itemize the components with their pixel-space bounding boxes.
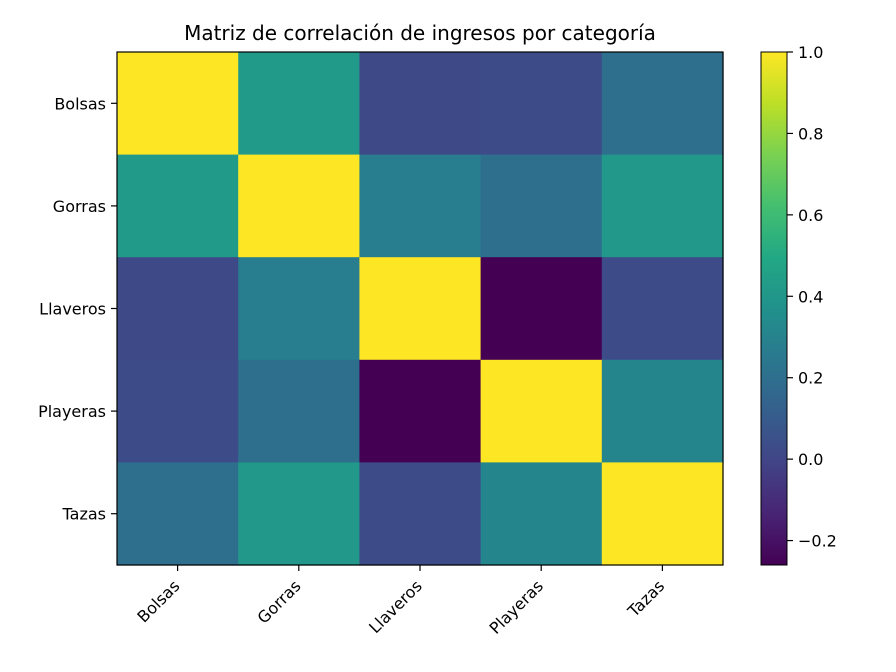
heatmap-cell-tazas-gorras bbox=[238, 462, 360, 566]
heatmap-cells bbox=[117, 52, 724, 566]
colorbar-tick-label: 0.4 bbox=[798, 287, 823, 306]
heatmap-cell-llaveros-gorras bbox=[238, 257, 360, 361]
x-tick-label: Tazas bbox=[623, 576, 668, 621]
colorbar-tick-label: 1.0 bbox=[798, 43, 823, 62]
y-tick-label: Gorras bbox=[53, 197, 106, 216]
y-tick-label: Bolsas bbox=[54, 94, 106, 113]
y-tick-label: Llaveros bbox=[39, 300, 106, 319]
heatmap-cell-llaveros-bolsas bbox=[117, 257, 239, 361]
heatmap-cell-llaveros-llaveros bbox=[359, 257, 482, 361]
y-axis: Bolsas Gorras Llaveros Playeras Tazas bbox=[38, 94, 117, 524]
y-tick-label: Playeras bbox=[38, 402, 106, 421]
heatmap-cell-gorras-tazas bbox=[601, 154, 724, 258]
x-tick-label: Llaveros bbox=[365, 576, 426, 637]
heatmap-cell-playeras-bolsas bbox=[117, 359, 239, 463]
x-axis: Bolsas Gorras Llaveros Playeras Tazas bbox=[133, 565, 668, 638]
plot-frame bbox=[116, 51, 724, 566]
heatmap-cell-playeras-tazas bbox=[601, 359, 724, 463]
colorbar-tick-label: 0.6 bbox=[798, 206, 823, 225]
heatmap-cell-tazas-llaveros bbox=[359, 462, 482, 566]
colorbar bbox=[761, 52, 787, 565]
colorbar-frame bbox=[760, 51, 788, 566]
heatmap-cell-gorras-gorras bbox=[238, 154, 360, 258]
colorbar-tick-label: 0.0 bbox=[798, 450, 823, 469]
heatmap-cell-bolsas-llaveros bbox=[359, 52, 482, 156]
heatmap-cell-bolsas-playeras bbox=[480, 52, 603, 156]
colorbar-axis: −0.2 0.0 0.2 0.4 0.6 0.8 1.0 bbox=[787, 43, 837, 551]
heatmap-cell-playeras-llaveros bbox=[359, 359, 482, 463]
heatmap-cell-playeras-gorras bbox=[238, 359, 360, 463]
heatmap-cell-gorras-bolsas bbox=[117, 154, 239, 258]
heatmap-cell-tazas-bolsas bbox=[117, 462, 239, 566]
heatmap-cell-tazas-playeras bbox=[480, 462, 603, 566]
heatmap-cell-playeras-playeras bbox=[480, 359, 603, 463]
heatmap-cell-bolsas-tazas bbox=[601, 52, 724, 156]
heatmap-cell-gorras-llaveros bbox=[359, 154, 482, 258]
heatmap-cell-tazas-tazas bbox=[601, 462, 724, 566]
heatmap-cell-llaveros-playeras bbox=[480, 257, 603, 361]
heatmap-cell-llaveros-tazas bbox=[601, 257, 724, 361]
chart-title: Matriz de correlación de ingresos por ca… bbox=[184, 21, 656, 45]
colorbar-tick-label: −0.2 bbox=[798, 532, 837, 551]
x-tick-label: Gorras bbox=[254, 576, 305, 627]
colorbar-tick-label: 0.2 bbox=[798, 369, 823, 388]
heatmap-cell-bolsas-bolsas bbox=[117, 52, 239, 156]
x-tick-label: Bolsas bbox=[133, 576, 183, 626]
heatmap-cell-gorras-playeras bbox=[480, 154, 603, 258]
x-tick-label: Playeras bbox=[486, 576, 547, 637]
heatmap-cell-bolsas-gorras bbox=[238, 52, 360, 156]
y-tick-label: Tazas bbox=[62, 505, 106, 524]
colorbar-tick-label: 0.8 bbox=[798, 124, 823, 143]
